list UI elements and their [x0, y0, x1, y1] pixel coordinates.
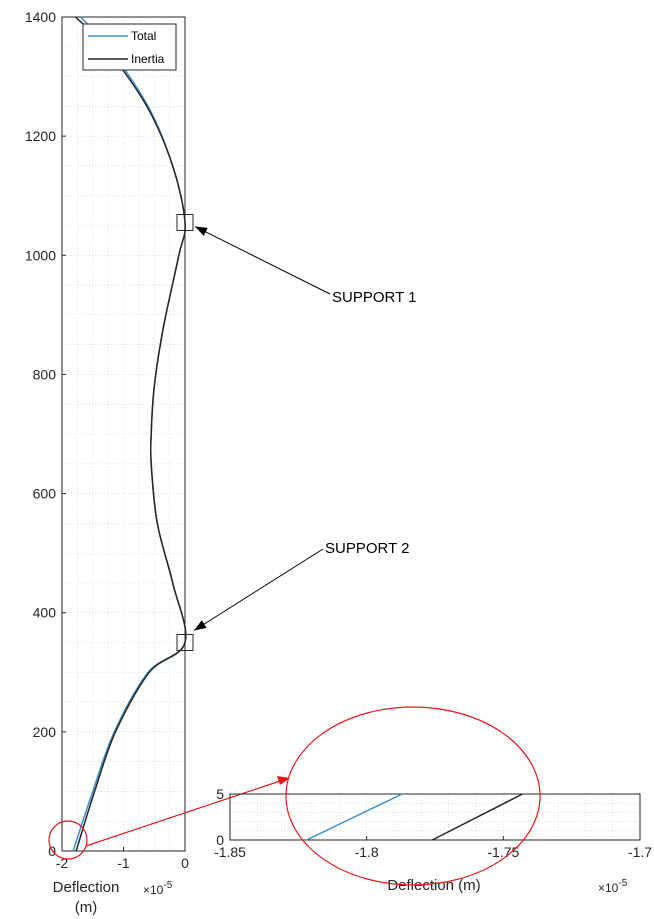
y-tick-label: 600: [33, 486, 57, 502]
zoom-connector-arrowhead: [277, 776, 290, 785]
x-tick-label: -1.7: [628, 844, 652, 860]
support-markers: [176, 214, 194, 651]
legend-label-inertia: Inertia: [131, 52, 165, 66]
main-grid: [62, 17, 185, 851]
x-tick-label: -2: [56, 855, 69, 871]
inset-x-exponent: ×10-5: [598, 878, 628, 895]
main-x-axis-unit: (m): [75, 899, 98, 916]
legend: Total Inertia: [82, 23, 177, 71]
support-marker-2: [176, 634, 194, 651]
legend-box: [82, 23, 177, 71]
x-tick-label: -1.85: [214, 844, 246, 860]
main-x-exponent: ×10-5: [143, 880, 173, 897]
y-tick-label: 1200: [25, 128, 56, 144]
support-1-arrow: [194, 226, 331, 295]
y-tick-label: 400: [33, 605, 57, 621]
inset-ticks: -1.85 -1.8 -1.75 -1.7 0 5: [214, 786, 652, 860]
series-line-total: [306, 793, 403, 841]
support-2-arrowhead: [194, 620, 207, 631]
x-tick-label: -1.8: [355, 844, 379, 860]
main-series: [72, 16, 187, 852]
legend-label-total: Total: [131, 29, 156, 43]
x-tick-label: 0: [181, 855, 189, 871]
support-1-arrowhead: [195, 226, 208, 236]
y-tick-label: 1000: [25, 247, 56, 263]
zoom-connector-line: [85, 780, 281, 847]
inset-x-axis-label: Deflection (m): [387, 877, 480, 894]
y-tick-label: 5: [216, 786, 224, 802]
inset-grid: [230, 794, 640, 840]
series-line-inertia: [74, 16, 187, 852]
zoom-source-circle: [48, 820, 88, 860]
support-marker-1: [176, 214, 194, 232]
inset-series: [306, 793, 523, 841]
y-tick-label: 0: [216, 832, 224, 848]
y-tick-label: 1400: [25, 9, 56, 25]
support-2-arrow: [193, 548, 324, 631]
support-1-label: SUPPORT 1: [332, 289, 416, 306]
inset-axes-box: [229, 793, 641, 841]
y-tick-label: 800: [33, 366, 57, 382]
main-x-axis-label: Deflection: [53, 879, 120, 896]
series-line-inertia: [431, 793, 523, 841]
support-2-label: SUPPORT 2: [325, 540, 409, 557]
series-line-total: [72, 16, 187, 852]
y-tick-label: 200: [33, 724, 57, 740]
zoom-inset-circle: [285, 706, 541, 886]
annotation-support-2: SUPPORT 2: [193, 540, 409, 631]
annotation-support-1: SUPPORT 1: [194, 226, 416, 306]
x-tick-label: -1: [117, 855, 130, 871]
x-tick-label: -1.75: [487, 844, 519, 860]
